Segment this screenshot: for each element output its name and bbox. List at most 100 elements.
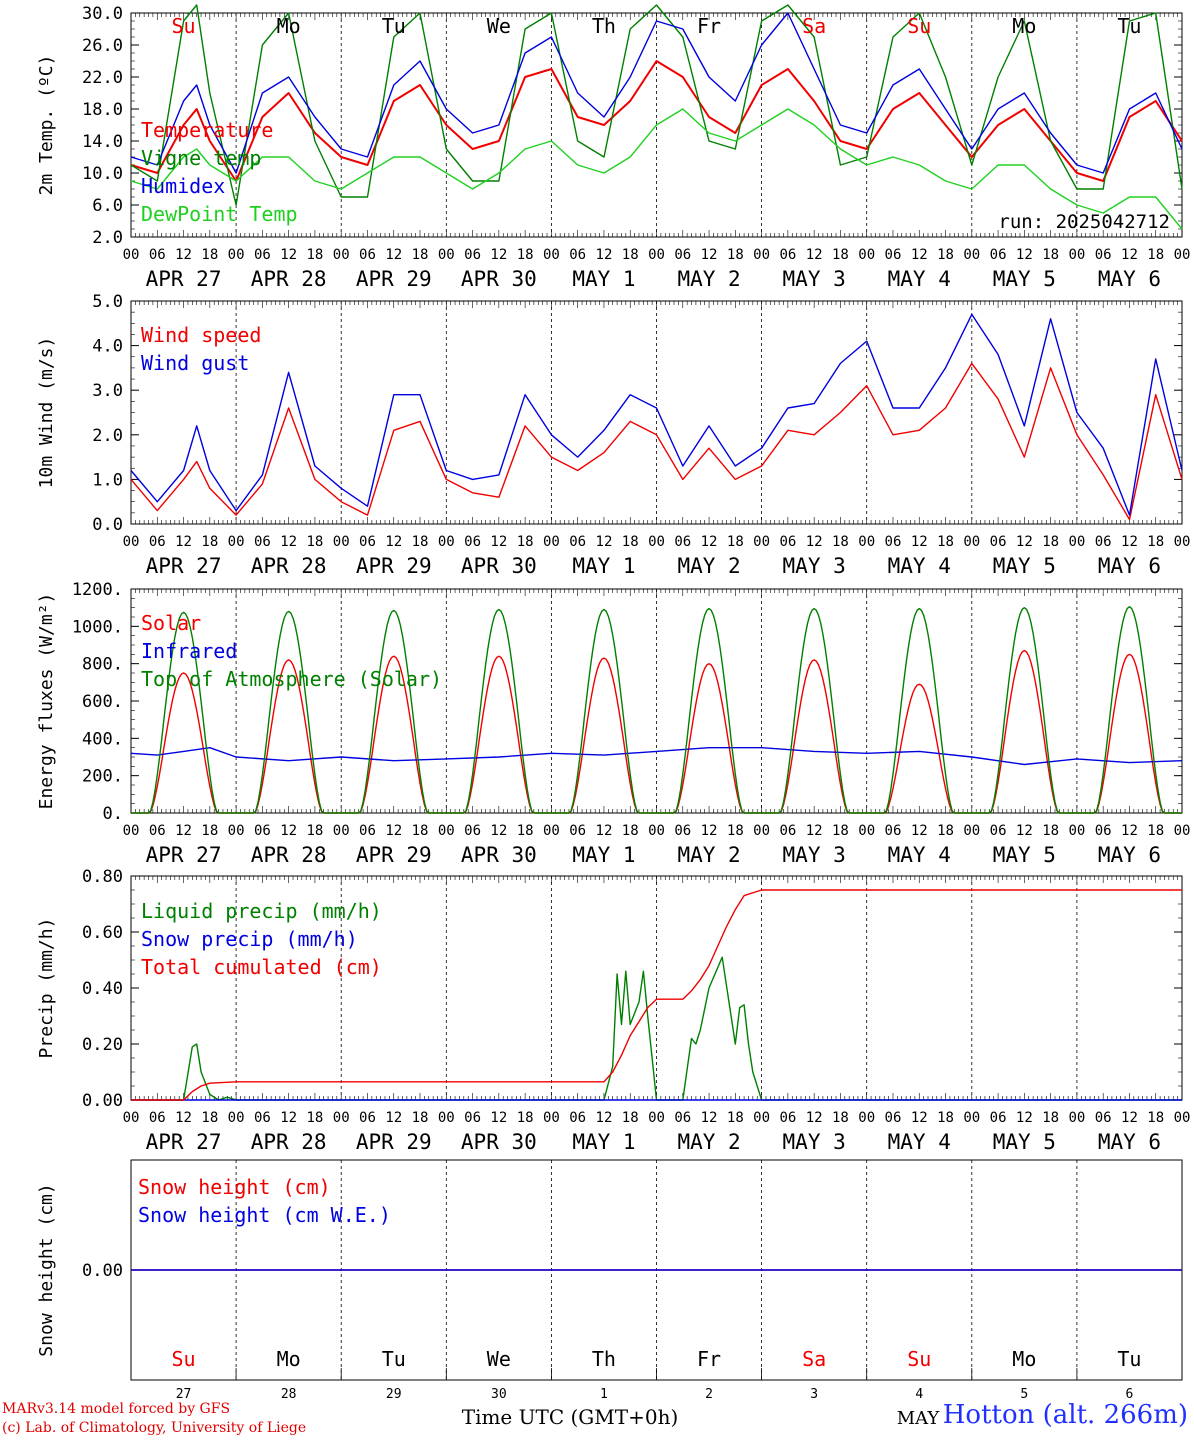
x-hour-label: 18	[1147, 534, 1164, 550]
x-hour-label: 12	[490, 823, 507, 839]
x-date-label: MAY 1	[572, 267, 635, 291]
x-date-label: MAY 2	[677, 843, 740, 867]
x-hour-label: 00	[753, 247, 770, 263]
x-hour-label: 12	[385, 534, 402, 550]
x-hour-label: 06	[254, 247, 271, 263]
x-date-label: MAY 4	[888, 554, 951, 578]
x-hour-label: 06	[254, 534, 271, 550]
panel-3: 0. 200. 400. 600. 800. 1000. 1200. Energy fluxe…	[36, 580, 1190, 867]
x-hour-label: 12	[1121, 1110, 1138, 1126]
weekday-label: Th	[592, 1347, 616, 1371]
x-hour-label: 06	[885, 534, 902, 550]
x-hour-label: 12	[911, 1110, 928, 1126]
legend-entry: Liquid precip (mm/h)	[141, 899, 382, 923]
x-hour-label: 06	[464, 534, 481, 550]
x-hour-label: 12	[701, 1110, 718, 1126]
x-hour-label: 06	[779, 534, 796, 550]
panel-2: 0.0 1.0 2.0 3.0 4.0 5.0 10m Wind (m/s) Wind spe…	[36, 292, 1190, 578]
y-tick-label: 22.0	[82, 68, 123, 88]
x-hour-label: 06	[674, 247, 691, 263]
weekday-label: Tu	[1117, 1347, 1141, 1371]
series-line	[130, 4, 1183, 206]
x-hour-label: 06	[885, 1110, 902, 1126]
weekday-label: Sa	[802, 14, 826, 38]
x-hour-label: 12	[280, 1110, 297, 1126]
x-hour-label: 06	[885, 247, 902, 263]
x-hour-label: 18	[1042, 534, 1059, 550]
x-date-label: APR 29	[356, 554, 432, 578]
weekday-label: Fr	[697, 1347, 721, 1371]
x-hour-label: 00	[1068, 247, 1085, 263]
x-hour-label: 00	[228, 247, 245, 263]
x-hour-label: 12	[1016, 534, 1033, 550]
x-date-label: MAY 6	[1098, 267, 1161, 291]
x-hour-label: 18	[306, 1110, 323, 1126]
plot-frame	[130, 300, 1183, 525]
copyright-credit: (c) Lab. of Climatology, University of L…	[2, 1420, 307, 1436]
x-hour-label: 00	[753, 534, 770, 550]
x-hour-label: 00	[1174, 1110, 1191, 1126]
x-hour-label: 18	[306, 247, 323, 263]
x-hour-label: 00	[753, 1110, 770, 1126]
x-date-label: MAY 3	[783, 843, 846, 867]
weekday-label: Su	[172, 1347, 196, 1371]
x-hour-label: 12	[701, 247, 718, 263]
x-hour-label: 18	[622, 1110, 639, 1126]
x-hour-label: 06	[254, 1110, 271, 1126]
x-hour-label: 18	[727, 823, 744, 839]
legend-entry: Top of Atmosphere (Solar)	[141, 667, 442, 691]
x-date-label: MAY 3	[783, 554, 846, 578]
x-hour-label: 18	[937, 1110, 954, 1126]
x-hour-label: 12	[1121, 534, 1138, 550]
weekday-label: Sa	[802, 1347, 826, 1371]
x-hour-label: 18	[517, 247, 534, 263]
x-hour-label: 00	[543, 534, 560, 550]
y-tick-label: 0.00	[82, 1261, 123, 1281]
weekday-label: Mo	[277, 1347, 301, 1371]
x-hour-label: 12	[596, 247, 613, 263]
y-tick-label: 1.0	[92, 470, 123, 490]
panel-1: 2.0 6.0 10.0 14.0 18.0 22.0 26.0 30.0 2m Temp. (…	[36, 4, 1190, 291]
weekday-label: We	[487, 1347, 511, 1371]
x-date-label: MAY 6	[1098, 554, 1161, 578]
legend-entry: Snow height (cm W.E.)	[138, 1203, 391, 1227]
x-date-label: MAY 5	[993, 1130, 1056, 1154]
x-hour-label: 18	[412, 247, 429, 263]
x-hour-label: 06	[464, 247, 481, 263]
legend-entry: Temperature	[141, 118, 273, 142]
x-hour-label: 00	[648, 1110, 665, 1126]
day-number-label: 3	[810, 1387, 818, 1402]
x-date-label: APR 27	[146, 1130, 222, 1154]
weekday-label: Mo	[1012, 1347, 1036, 1371]
x-hour-label: 12	[806, 1110, 823, 1126]
x-hour-label: 18	[412, 1110, 429, 1126]
x-date-label: MAY 5	[993, 267, 1056, 291]
y-tick-label: 6.0	[92, 196, 123, 216]
x-hour-label: 18	[517, 823, 534, 839]
panel-5: 0.00 Snow height (cm) Snow height (cm) Snow…	[36, 1159, 1183, 1381]
x-hour-label: 00	[438, 534, 455, 550]
x-hour-label: 18	[412, 534, 429, 550]
x-hour-label: 12	[911, 823, 928, 839]
x-date-label: APR 30	[461, 1130, 537, 1154]
x-hour-label: 00	[963, 1110, 980, 1126]
x-date-label: APR 27	[146, 267, 222, 291]
y-tick-label: 5.0	[92, 292, 123, 312]
x-hour-label: 06	[885, 823, 902, 839]
legend-entry: Solar	[141, 611, 201, 635]
x-hour-label: 00	[438, 823, 455, 839]
x-hour-label: 00	[123, 1110, 140, 1126]
x-hour-label: 00	[858, 1110, 875, 1126]
x-hour-label: 00	[1068, 823, 1085, 839]
y-axis-label: Energy fluxes (W/m²)	[36, 593, 57, 810]
x-hour-label: 18	[727, 247, 744, 263]
x-date-label: MAY 1	[572, 554, 635, 578]
x-hour-label: 18	[306, 534, 323, 550]
x-hour-label: 00	[333, 247, 350, 263]
x-hour-label: 00	[123, 534, 140, 550]
x-hour-label: 12	[175, 534, 192, 550]
y-tick-label: 0.0	[92, 515, 123, 535]
y-tick-label: 600.	[82, 692, 123, 712]
day-number-label: 1	[600, 1387, 608, 1402]
model-credit: MARv3.14 model forced by GFS	[2, 1401, 231, 1417]
